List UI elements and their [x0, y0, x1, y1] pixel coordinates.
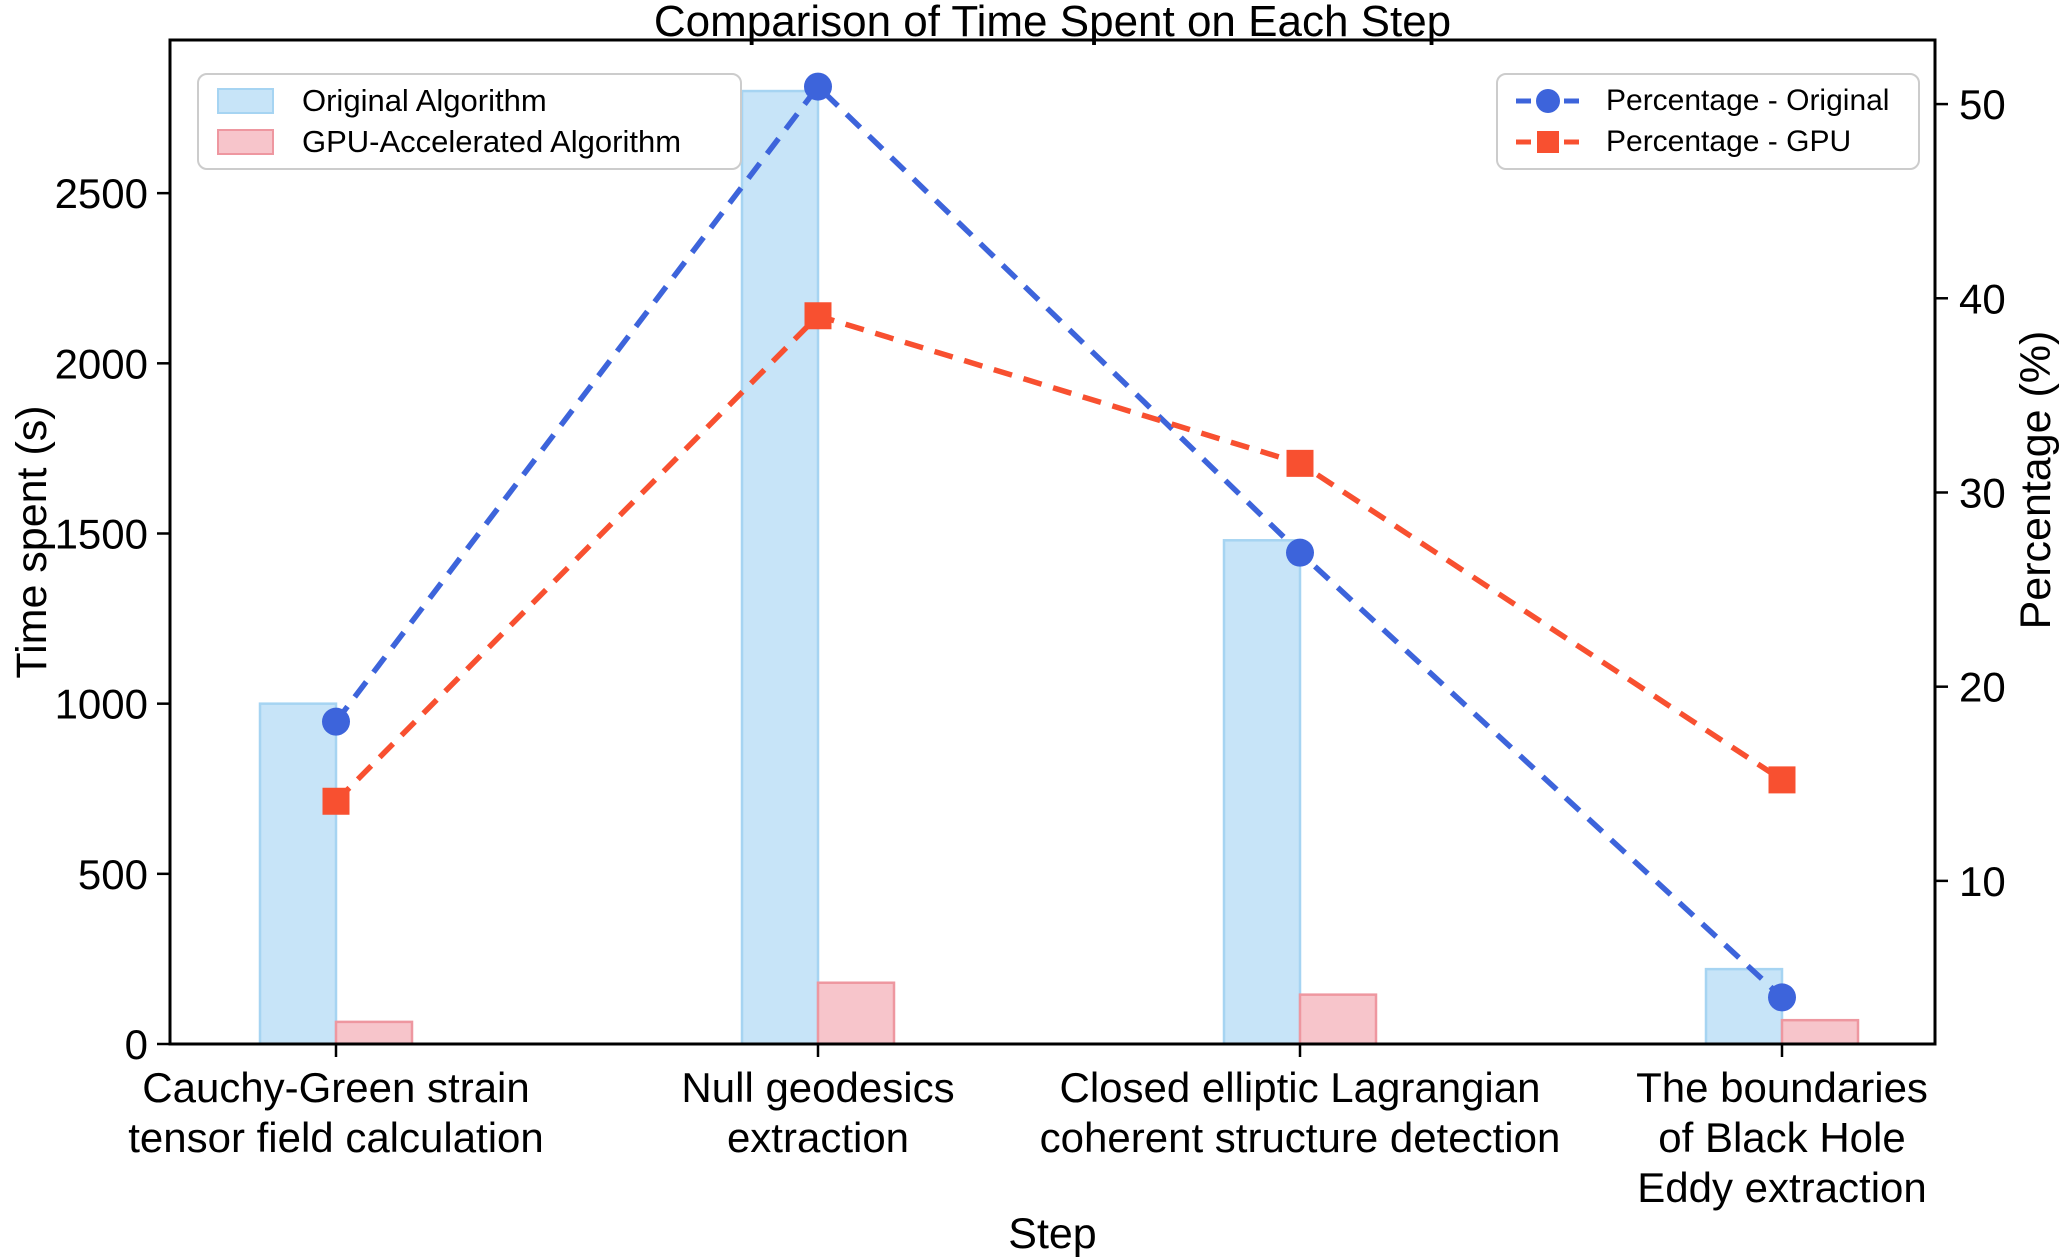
x-tick-label-3: of Black Hole [1658, 1114, 1905, 1161]
legend-bar-series: Original Algorithm GPU-Accelerated Algor… [197, 73, 742, 170]
bar-original-3 [1704, 967, 1784, 1046]
right-axis-title: Percentage (%) [2012, 330, 2060, 630]
x-tick-label-0: Cauchy-Green strain [142, 1064, 530, 1111]
x-axis-title: Step [1008, 1210, 1097, 1258]
marker-pct-original-0 [322, 707, 350, 736]
x-tick-label-3: The boundaries [1636, 1064, 1928, 1111]
marker-pct-gpu-0 [322, 787, 350, 815]
marker-pct-original-1 [804, 72, 832, 101]
legend-label-gpu-bar: GPU-Accelerated Algorithm [302, 124, 682, 160]
x-tick-label-0: tensor field calculation [128, 1114, 544, 1161]
x-tick-label-3: Eddy extraction [1637, 1164, 1927, 1211]
marker-pct-gpu-3 [1768, 766, 1796, 794]
axes-frame [168, 38, 1937, 1046]
chart-title: Comparison of Time Spent on Each Step [653, 0, 1452, 46]
bar-original-0 [258, 702, 338, 1046]
line-pct-original [333, 82, 1784, 1000]
right-tick-label: 20 [1959, 664, 2006, 711]
legend-item-gpu-bar: GPU-Accelerated Algorithm [217, 124, 722, 160]
right-tick-label: 10 [1959, 858, 2006, 905]
bar-gpu-2 [1298, 993, 1378, 1046]
legend-marker-sample [1536, 89, 1560, 113]
x-tick-label-1: extraction [727, 1114, 909, 1161]
bar-original-2 [1222, 539, 1302, 1046]
right-tick-label: 30 [1959, 469, 2006, 516]
left-tick-label: 0 [125, 1021, 148, 1068]
legend-label-pct-original: Percentage - Original [1606, 84, 1890, 117]
legend-swatch-pct-original-line [1516, 89, 1580, 113]
legend-label-pct-gpu: Percentage - GPU [1606, 125, 1852, 158]
marker-pct-gpu-1 [804, 302, 832, 330]
bar-gpu-0 [334, 1020, 414, 1046]
left-tick-label: 2500 [55, 170, 148, 217]
left-axis-title: Time spent (s) [8, 405, 56, 679]
marker-pct-original-2 [1286, 538, 1314, 567]
right-tick-label: 40 [1959, 275, 2006, 322]
line-pct-gpu [334, 312, 1784, 804]
left-tick-label: 2000 [55, 340, 148, 387]
marker-pct-original-3 [1768, 983, 1796, 1012]
legend-swatch-original-bar [217, 87, 274, 114]
right-tick-label: 50 [1959, 81, 2006, 128]
marker-pct-gpu-2 [1286, 449, 1314, 477]
legend-swatch-gpu-bar [217, 129, 274, 156]
left-tick-label: 500 [78, 851, 148, 898]
bar-gpu-3 [1780, 1018, 1860, 1046]
legend-label-original-bar: Original Algorithm [302, 82, 547, 118]
x-tick-label-1: Null geodesics [681, 1064, 954, 1111]
bar-gpu-1 [816, 981, 896, 1046]
legend-swatch-pct-gpu-line [1516, 131, 1580, 153]
x-tick-label-2: Closed elliptic Lagrangian [1060, 1064, 1541, 1111]
left-tick-label: 1500 [55, 510, 148, 557]
legend-line-series: Percentage - Original Percentage - GPU [1496, 73, 1920, 170]
legend-item-pct-original: Percentage - Original [1516, 84, 1900, 118]
legend-item-pct-gpu: Percentage - GPU [1516, 125, 1900, 159]
legend-marker-sample [1537, 131, 1559, 153]
x-tick-label-2: coherent structure detection [1040, 1114, 1561, 1161]
bar-original-1 [740, 89, 820, 1046]
legend-item-original-bar: Original Algorithm [217, 83, 722, 119]
left-tick-label: 1000 [55, 681, 148, 728]
